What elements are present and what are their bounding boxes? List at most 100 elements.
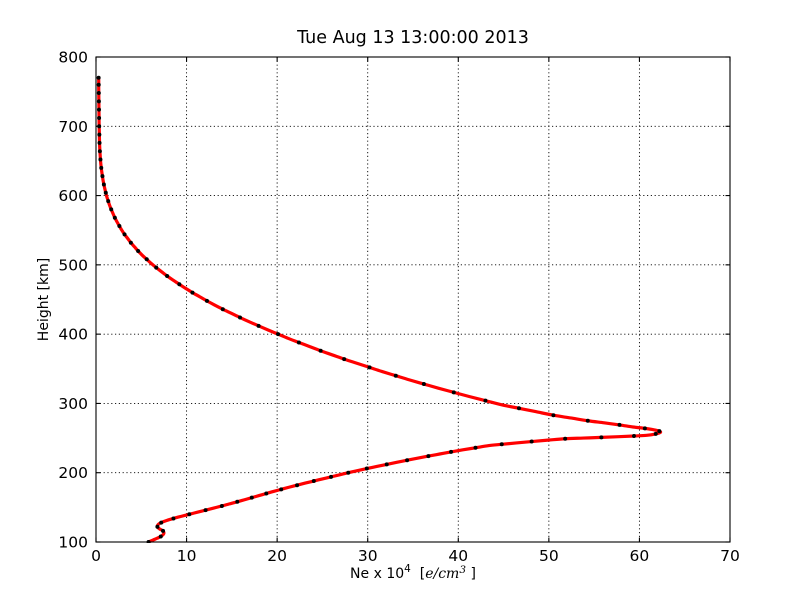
x-tick-label: 20 [267, 547, 287, 565]
y-tick-label: 100 [58, 534, 88, 552]
x-tick-label: 0 [91, 547, 101, 565]
data-point-marker [99, 165, 104, 170]
data-point-marker [96, 91, 101, 96]
data-point-marker [106, 199, 111, 204]
x-label-bracket-open: [ [420, 566, 425, 582]
data-point-marker [318, 348, 323, 353]
data-point-marker [190, 290, 195, 295]
data-point-marker [128, 240, 133, 245]
x-label-exponent: 4 [404, 563, 411, 575]
data-point-marker [249, 495, 254, 500]
data-point-marker [367, 365, 372, 370]
data-point-marker [204, 298, 209, 303]
ne-profile-line [97, 76, 663, 543]
x-tick-label: 60 [630, 547, 650, 565]
data-point-marker [144, 257, 149, 262]
data-point-marker [165, 273, 170, 278]
data-point-marker [235, 499, 240, 504]
data-point-marker [161, 528, 166, 533]
data-point-marker [96, 82, 101, 87]
data-point-marker [136, 249, 141, 253]
data-point-marker [551, 413, 556, 418]
data-point-marker [342, 357, 347, 362]
data-point-marker [97, 132, 102, 137]
data-point-marker [112, 215, 117, 220]
data-point-marker [329, 474, 334, 479]
data-point-marker [155, 524, 160, 529]
y-tick-label: 800 [58, 49, 88, 67]
axes-frame [95, 56, 731, 543]
x-tick-label: 10 [177, 547, 197, 565]
page-title: Tue Aug 13 13:00:00 2013 [296, 28, 529, 48]
data-point-marker [563, 436, 568, 441]
data-point-marker [100, 174, 105, 179]
data-point-marker [631, 433, 636, 438]
data-point-marker [279, 487, 284, 492]
data-point-marker [599, 435, 604, 440]
svg-text:Ne x 104 [e/cm3 ]: Ne x 104 [e/cm3 ] [350, 563, 476, 582]
data-point-marker [103, 190, 108, 195]
data-point-marker [171, 516, 176, 521]
data-point-marker [96, 99, 101, 104]
data-point-marker [96, 107, 101, 112]
axis-ticks: 0 10 20 30 40 50 60 70 100 200 300 400 500 600 700 800 [58, 49, 739, 566]
data-point-marker [426, 454, 431, 459]
data-point-marker [187, 512, 192, 517]
x-tick-label: 50 [539, 547, 559, 565]
data-point-marker [617, 422, 622, 427]
data-point-marker [177, 282, 182, 287]
grid-lines [96, 57, 730, 542]
y-tick-label: 200 [58, 464, 88, 482]
data-point-marker [296, 340, 301, 345]
plot-border [95, 56, 731, 543]
x-label-math: e/cm [425, 566, 459, 582]
data-point-marker [264, 491, 269, 496]
data-point-marker [405, 458, 410, 463]
data-point-marker [97, 115, 102, 120]
x-tick-label: 40 [448, 547, 468, 565]
data-point-marker [311, 479, 316, 484]
data-point-marker [393, 373, 398, 378]
data-point-marker [109, 207, 114, 212]
data-point-marker [219, 503, 224, 508]
data-point-marker [473, 445, 478, 450]
data-point-marker [98, 157, 103, 162]
data-point-marker [529, 439, 534, 444]
data-point-marker [295, 483, 300, 488]
y-tick-label: 400 [58, 326, 88, 344]
data-point-marker [122, 232, 127, 237]
data-point-marker [96, 75, 101, 80]
data-point-marker [97, 140, 102, 145]
data-series-group [96, 75, 663, 543]
data-point-marker [364, 466, 369, 471]
y-tick-label: 500 [58, 256, 88, 274]
x-tick-label: 30 [358, 547, 378, 565]
data-point-marker [276, 332, 281, 337]
data-point-marker [117, 224, 122, 229]
data-point-marker [451, 390, 456, 395]
ne-profile-markers [96, 75, 662, 543]
data-point-marker [220, 307, 225, 312]
data-point-marker [653, 431, 658, 436]
x-label-plain: Ne x 10 [350, 566, 404, 582]
data-point-marker [97, 149, 102, 154]
data-point-marker [203, 508, 208, 513]
data-point-marker [585, 418, 590, 423]
data-point-marker [384, 462, 389, 467]
x-axis-label: Ne x 104 [e/cm3 ] [350, 563, 476, 582]
data-point-marker [158, 534, 163, 539]
data-point-marker [483, 398, 488, 403]
data-point-marker [421, 382, 426, 387]
y-tick-label: 700 [58, 118, 88, 136]
x-tick-label: 70 [720, 547, 740, 565]
data-point-marker [449, 449, 454, 454]
data-point-marker [346, 470, 351, 475]
x-label-bracket-close: ] [470, 566, 475, 582]
data-point-marker [516, 406, 521, 411]
data-point-marker [159, 520, 164, 525]
y-tick-label: 300 [58, 395, 88, 413]
x-label-math-exponent: 3 [459, 564, 466, 576]
data-point-marker [499, 442, 504, 447]
